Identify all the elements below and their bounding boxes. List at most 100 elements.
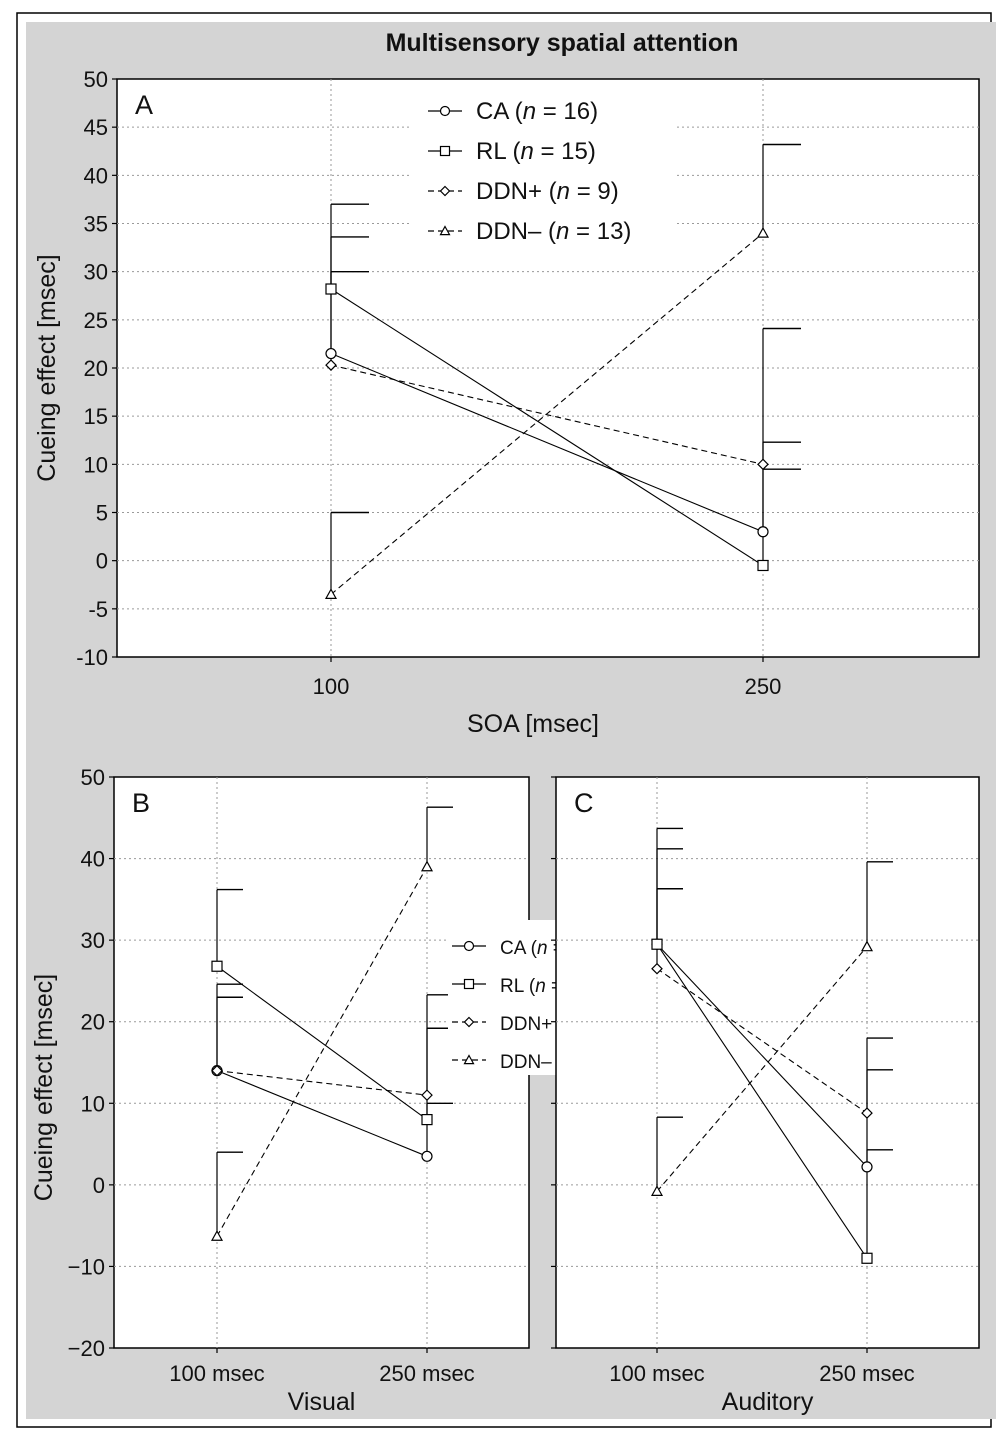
legend-series-name: CA (	[500, 938, 538, 959]
legend-marker-1	[463, 978, 475, 990]
y-tick-label: −20	[68, 1336, 105, 1361]
y-tick-label: 20	[81, 1010, 105, 1035]
legend-n-symbol: n	[557, 178, 570, 205]
x-axis-label: Visual	[288, 1388, 356, 1416]
legend-n-symbol: n	[535, 976, 546, 997]
series-line-RL	[330, 288, 764, 566]
legend-marker-2	[439, 185, 451, 197]
legend-series-name: DDN– (	[476, 218, 556, 245]
data-point-RL	[651, 938, 663, 950]
legend-label-1: RL (n = 15)	[476, 138, 596, 165]
legend: CA (n = 16)RL (n = 15)DDN+ (n = 9)DDN– (…	[412, 90, 677, 250]
data-point-RL	[757, 559, 769, 572]
panel-letter: C	[574, 788, 594, 818]
legend-marker-1	[439, 145, 451, 157]
data-point-RL	[421, 1113, 433, 1126]
series-line-DDN–	[330, 232, 764, 595]
legend-background	[412, 90, 677, 250]
data-point-DDN+	[861, 1107, 873, 1119]
y-tick-label: −10	[68, 1254, 105, 1279]
y-tick-label: 15	[84, 404, 108, 429]
y-tick-label: 35	[84, 212, 108, 237]
y-tick-label: 50	[84, 67, 108, 92]
data-point-RL	[861, 1252, 873, 1264]
x-axis-label: Auditory	[722, 1388, 814, 1416]
x-tick-label: 250 msec	[379, 1361, 474, 1386]
data-point-DDN–	[860, 940, 874, 952]
x-tick-label: 250 msec	[819, 1361, 914, 1386]
data-point-DDN+	[421, 1089, 433, 1101]
panel-b: −20 −10 0 10 20 30 40 50 100 msec 250 msec Visual C…	[30, 765, 638, 1416]
data-point-DDN–	[324, 588, 338, 599]
series-line-DDN–	[216, 866, 428, 1237]
series-line-RL	[656, 943, 868, 1259]
panel-letter: A	[135, 90, 153, 120]
legend-marker-3	[463, 1054, 475, 1065]
legend-n-value: = 16)	[536, 98, 598, 125]
legend-n-value: = 15)	[534, 138, 596, 165]
series-line-CA	[330, 353, 764, 533]
legend-series-name: DDN+ (	[500, 1014, 565, 1035]
data-point-DDN+	[325, 359, 337, 371]
data-point-DDN–	[756, 226, 770, 238]
data-point-DDN–	[650, 1185, 664, 1196]
legend-n-value: = 9)	[570, 178, 619, 205]
data-point-RL	[211, 960, 223, 972]
y-tick-label: 30	[81, 928, 105, 953]
legend-marker-3	[439, 225, 451, 236]
data-point-RL	[325, 283, 337, 295]
y-tick-label: 45	[84, 115, 108, 140]
legend-n-symbol: n	[537, 938, 548, 959]
data-point-CA	[421, 1150, 433, 1162]
legend-series-name: DDN+ (	[476, 178, 557, 205]
data-point-DDN+	[211, 1064, 223, 1077]
plot-area	[555, 776, 980, 1349]
legend-marker-0	[439, 105, 451, 117]
series-line-DDN–	[656, 946, 868, 1192]
legend-label-0: CA (n = 16)	[476, 98, 598, 125]
series-line-DDN+	[216, 1070, 428, 1096]
legend-n-value: = 13)	[569, 218, 631, 245]
legend-series-name: DDN– (	[500, 1052, 564, 1073]
data-point-DDN+	[651, 962, 663, 975]
y-tick-label: -5	[88, 597, 108, 622]
y-tick-label: 5	[96, 501, 108, 526]
y-tick-label: 50	[81, 765, 105, 790]
y-tick-label: 40	[84, 163, 108, 188]
x-tick-label: 250	[745, 674, 782, 699]
y-tick-label: 25	[84, 308, 108, 333]
legend-label-3: DDN– (n = 13)	[476, 218, 631, 245]
x-tick-label: 100	[313, 674, 350, 699]
y-tick-label: 10	[84, 452, 108, 477]
data-point-DDN–	[420, 860, 434, 872]
x-tick-label: 100 msec	[609, 1361, 704, 1386]
y-axis-label: Cueing effect [msec]	[30, 974, 58, 1201]
series-line-CA	[216, 1070, 428, 1157]
legend-marker-2	[463, 1016, 475, 1028]
figure-title: Multisensory spatial attention	[386, 29, 739, 57]
data-point-CA	[861, 1161, 873, 1173]
y-axis-label: Cueing effect [msec]	[33, 254, 61, 481]
y-tick-label: 30	[84, 260, 108, 285]
legend-series-name: RL (	[500, 976, 536, 997]
y-tick-label: 40	[81, 847, 105, 872]
x-tick-label: 100 msec	[169, 1361, 264, 1386]
legend-series-name: CA (	[476, 98, 523, 125]
panel-letter: B	[132, 788, 150, 818]
y-tick-label: 0	[96, 549, 108, 574]
data-point-CA	[325, 347, 337, 360]
legend-series-name: RL (	[476, 138, 520, 165]
legend-n-symbol: n	[556, 218, 569, 245]
panel-a: -10 -5 0 5 10 15 20 25 30 35 40 45 50 100 250 SOA [msec…	[33, 67, 980, 738]
y-tick-label: 10	[81, 1091, 105, 1116]
data-point-DDN+	[757, 458, 769, 471]
y-tick-label: 20	[84, 356, 108, 381]
legend-marker-0	[463, 940, 475, 952]
series-line-CA	[656, 943, 868, 1168]
series-line-RL	[216, 965, 428, 1121]
data-point-CA	[757, 526, 769, 538]
legend-n-symbol: n	[523, 98, 536, 125]
legend-label-2: DDN+ (n = 9)	[476, 178, 619, 205]
